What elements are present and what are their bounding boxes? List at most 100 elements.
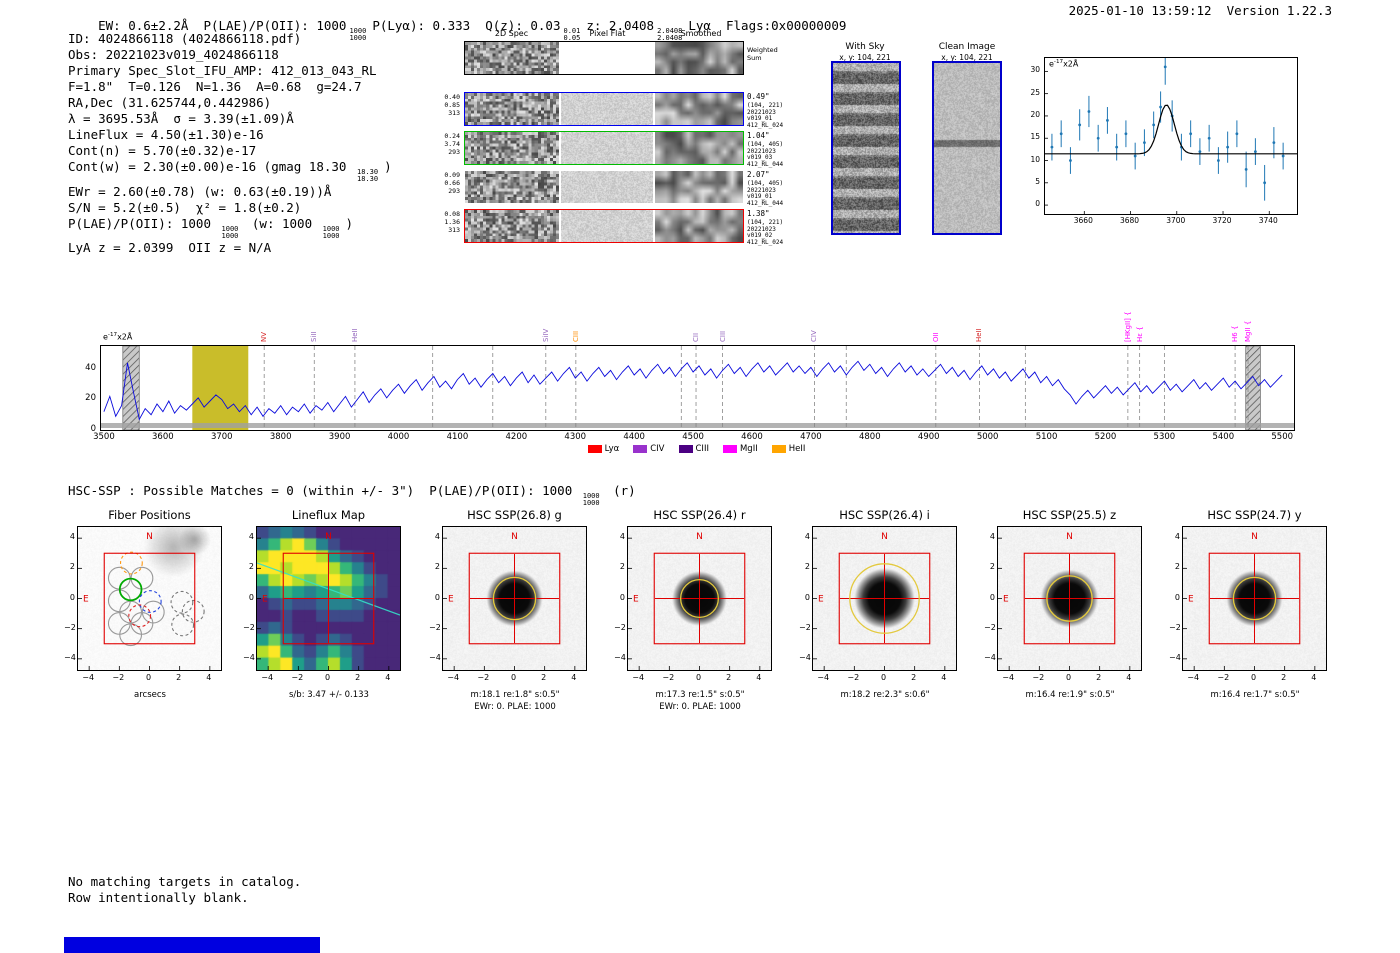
twod-spec-image bbox=[465, 132, 559, 164]
fiber-circle-14 bbox=[171, 613, 195, 637]
gmag-hilo: 18.30 18.30 bbox=[356, 168, 379, 184]
plae-w-hilo: 1000 1000 bbox=[323, 225, 340, 241]
twod-row1-stat-1: 0.85 bbox=[444, 100, 460, 109]
main-xtick-4600: 4600 bbox=[741, 432, 763, 442]
extraction-box bbox=[468, 552, 561, 645]
panel-xtick-0: 0 bbox=[145, 673, 152, 682]
twod-row2-annot-0: 1.04" bbox=[747, 131, 770, 140]
flags-text: Lyα Flags:0x00000009 bbox=[688, 18, 847, 33]
aperture-circle bbox=[1046, 575, 1093, 622]
twod-weighted-row bbox=[464, 41, 744, 75]
panel-caption2: EWr: 0. PLAE: 1000 bbox=[474, 702, 556, 712]
data-point bbox=[1253, 150, 1257, 153]
fiber-circle-2 bbox=[107, 611, 131, 635]
fiber-positions-overlay: NE bbox=[78, 532, 211, 670]
hsc-r-overlay: NE bbox=[628, 532, 761, 670]
panel-title: HSC SSP(26.4) r bbox=[653, 508, 746, 522]
aperture-circle bbox=[849, 563, 920, 634]
panel-title: HSC SSP(26.4) i bbox=[839, 508, 930, 522]
panel-ytick-2: 2 bbox=[1174, 562, 1180, 572]
panel-ytick--2: −2 bbox=[799, 622, 811, 632]
data-point bbox=[1235, 132, 1239, 136]
plae2-hi: 1000 bbox=[221, 224, 239, 233]
panel-ytick-2: 2 bbox=[248, 562, 254, 572]
data-point bbox=[1050, 145, 1054, 149]
inset-xtick-3740: 3740 bbox=[1258, 216, 1278, 225]
extraction-box bbox=[282, 552, 375, 645]
plae-pre: P(LAE)/P(OII): 1000 bbox=[68, 215, 219, 231]
hsc-y-overlay: NE bbox=[1183, 532, 1316, 670]
inset-flux-units: e-17x2Å bbox=[1049, 59, 1078, 69]
panel-ytick--4: −4 bbox=[799, 652, 811, 662]
extraction-box bbox=[653, 552, 746, 645]
full-spectrum-svg bbox=[101, 346, 1294, 430]
compass-east: E bbox=[1003, 595, 1009, 605]
gaussian-fit-curve bbox=[1045, 104, 1297, 155]
timestamp-version: 2025-01-10 13:59:12 Version 1.22.3 bbox=[1068, 3, 1332, 18]
hsc-match-pre: HSC-SSP : Possible Matches = 0 (within +… bbox=[68, 483, 580, 498]
main-xtick-3600: 3600 bbox=[152, 432, 174, 442]
main-xtick-5400: 5400 bbox=[1212, 432, 1235, 442]
main-xtick-4200: 4200 bbox=[505, 432, 528, 442]
z-hi: 2.0408 bbox=[657, 27, 683, 35]
panel-xtick-4: 4 bbox=[1126, 673, 1132, 682]
fiber-circle-3 bbox=[119, 600, 143, 624]
data-point bbox=[1207, 136, 1211, 140]
panel-ytick--4: −4 bbox=[243, 652, 255, 662]
main-xtick-4800: 4800 bbox=[858, 432, 881, 442]
legend-item-CIII: CIII bbox=[678, 444, 709, 454]
line-marker-label-CIII: CIII bbox=[718, 330, 727, 342]
withsky-image bbox=[831, 61, 901, 235]
main-xtick-4300: 4300 bbox=[564, 432, 587, 442]
panel-ytick--2: −2 bbox=[1169, 622, 1181, 632]
panel-title: Fiber Positions bbox=[108, 508, 191, 522]
panel-ytick-4: 4 bbox=[619, 532, 625, 542]
gmag-lo: 18.30 bbox=[356, 175, 379, 184]
line-marker-label-OII: OII bbox=[931, 332, 940, 342]
panel-caption: m:16.4 re:1.7" s:0.5" bbox=[1210, 690, 1300, 700]
unit-rest: x2Å bbox=[1063, 59, 1079, 69]
twod-row4-annot-3: v019_02 bbox=[747, 232, 773, 240]
pixel-flat-image bbox=[561, 210, 653, 242]
compass-north: N bbox=[511, 532, 518, 542]
panel-ytick-4: 4 bbox=[989, 532, 995, 542]
hsc-plae-lo: 1000 bbox=[582, 499, 600, 508]
info-cont-n: Cont(n) = 5.70(±0.32)e-17 bbox=[68, 143, 257, 158]
compass-east: E bbox=[1188, 595, 1194, 605]
plae-hilo: 1000 1000 bbox=[349, 27, 366, 43]
twod-row1-stat-2: 313 bbox=[448, 108, 460, 117]
panel-xtick-2: 2 bbox=[1281, 673, 1287, 682]
panel-xtick-4: 4 bbox=[1311, 673, 1317, 682]
data-point bbox=[1096, 136, 1100, 140]
data-point bbox=[1163, 65, 1167, 69]
extraction-box bbox=[1208, 552, 1301, 645]
compass-east: E bbox=[448, 595, 454, 605]
main-xtick-5100: 5100 bbox=[1035, 432, 1058, 442]
line-fit-svg bbox=[1045, 58, 1297, 214]
panel-xtick-4: 4 bbox=[756, 673, 762, 682]
line-marker-label-CIII: CIII bbox=[571, 330, 580, 342]
aperture-circle bbox=[1232, 576, 1277, 621]
extraction-box bbox=[1023, 552, 1116, 645]
data-point bbox=[1152, 123, 1156, 127]
panel-xtick-2: 2 bbox=[541, 673, 547, 682]
smoothed-image bbox=[655, 171, 743, 203]
panel-ytick-0: 0 bbox=[989, 592, 995, 602]
z-text: z: 2.0408 bbox=[586, 18, 655, 33]
fiber-circle-9 bbox=[118, 577, 143, 602]
twod-row3-annot-2: 20221023 bbox=[747, 186, 776, 194]
compass-east: E bbox=[262, 595, 268, 605]
inset-xtick-3700: 3700 bbox=[1166, 216, 1186, 225]
panel-xtick--4: −4 bbox=[447, 673, 460, 682]
twod-spec-image bbox=[465, 171, 559, 203]
line-marker-label-MgII: MgII { bbox=[1244, 320, 1253, 342]
hsc-i-overlay: NE bbox=[813, 532, 946, 670]
panel-xtick--2: −2 bbox=[112, 673, 125, 682]
twod-row4-annot-4: 412_RL_024 bbox=[747, 238, 784, 246]
legend-item-CIV: CIV bbox=[633, 444, 665, 454]
